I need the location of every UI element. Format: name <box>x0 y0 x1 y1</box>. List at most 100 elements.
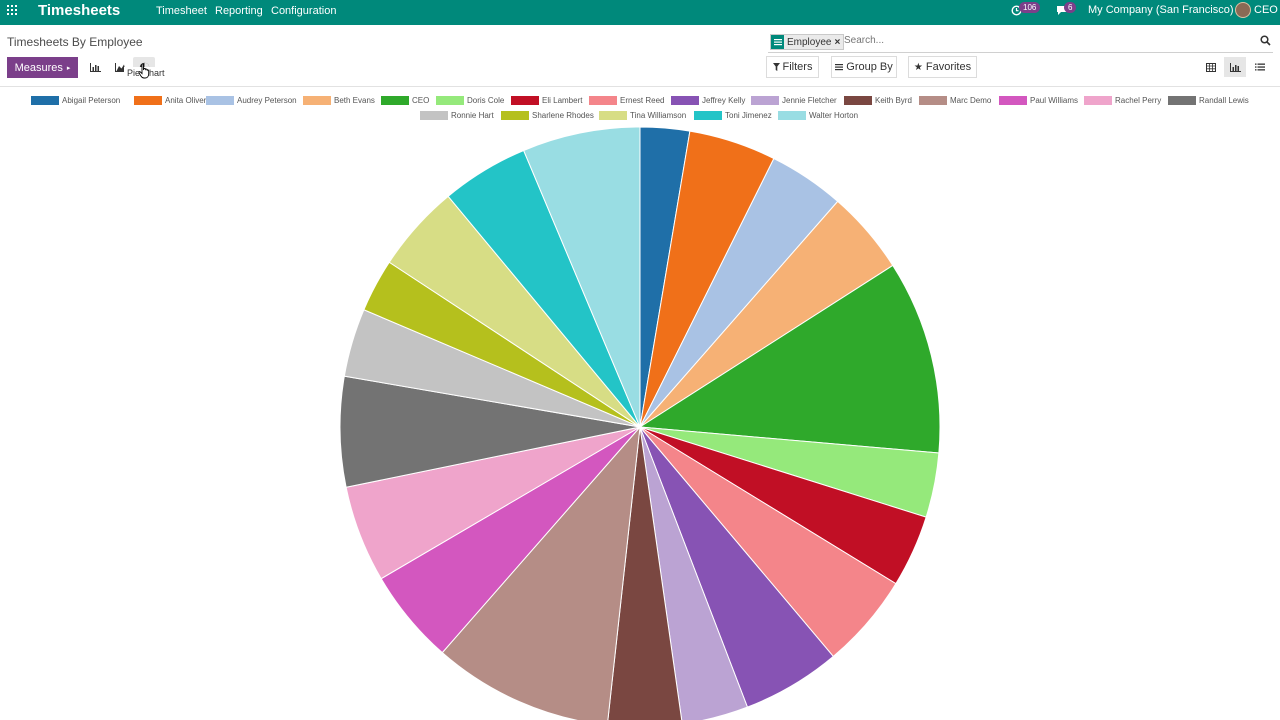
page-title: Timesheets By Employee <box>7 35 143 49</box>
legend-item-ceo[interactable]: CEO <box>381 96 429 105</box>
legend-label: Beth Evans <box>334 96 375 105</box>
menu-configuration[interactable]: Configuration <box>271 5 337 17</box>
filters-button[interactable]: Filters <box>766 56 819 78</box>
legend-item-walter-horton[interactable]: Walter Horton <box>778 111 858 120</box>
pie-slice-keith-byrd[interactable] <box>607 426 683 720</box>
legend-swatch <box>671 96 699 105</box>
groupby-button[interactable]: Group By <box>831 56 897 78</box>
legend-swatch <box>381 96 409 105</box>
legend-swatch <box>778 111 806 120</box>
legend-item-audrey-peterson[interactable]: Audrey Peterson <box>206 96 297 105</box>
legend-item-rachel-perry[interactable]: Rachel Perry <box>1084 96 1161 105</box>
graph-icon <box>1229 62 1241 72</box>
legend-item-abigail-peterson[interactable]: Abigail Peterson <box>31 96 120 105</box>
legend-swatch <box>501 111 529 120</box>
messages-badge: 6 <box>1064 2 1077 13</box>
legend-swatch <box>599 111 627 120</box>
legend-item-eli-lambert[interactable]: Eli Lambert <box>511 96 582 105</box>
legend-item-jeffrey-kelly[interactable]: Jeffrey Kelly <box>671 96 745 105</box>
legend-swatch <box>589 96 617 105</box>
area-chart-icon <box>114 63 126 72</box>
legend-item-jennie-fletcher[interactable]: Jennie Fletcher <box>751 96 837 105</box>
legend-swatch <box>694 111 722 120</box>
legend-item-beth-evans[interactable]: Beth Evans <box>303 96 375 105</box>
bar-chart-button[interactable] <box>84 57 106 78</box>
legend-swatch <box>134 96 162 105</box>
legend-label: Eli Lambert <box>542 96 583 105</box>
user-menu[interactable]: CEO <box>1254 4 1278 16</box>
legend-item-anita-oliver[interactable]: Anita Oliver <box>134 96 206 105</box>
legend-item-ernest-reed[interactable]: Ernest Reed <box>589 96 664 105</box>
legend-label: Paul Williams <box>1030 96 1079 105</box>
legend-item-doris-cole[interactable]: Doris Cole <box>436 96 504 105</box>
legend-label: Jennie Fletcher <box>782 96 837 105</box>
pie-slice-walter-horton[interactable] <box>522 126 641 428</box>
legend-label: Abigail Peterson <box>62 96 121 105</box>
top-navbar: Timesheets Timesheet Reporting Configura… <box>0 0 1280 25</box>
legend-label: Jeffrey Kelly <box>702 96 746 105</box>
legend-label: Ernest Reed <box>620 96 665 105</box>
legend-swatch <box>511 96 539 105</box>
favorites-button[interactable]: ★ Favorites <box>908 56 977 78</box>
pie-slice-ceo[interactable] <box>638 264 941 454</box>
legend-label: Rachel Perry <box>1115 96 1162 105</box>
legend-swatch <box>420 111 448 120</box>
measures-label: Measures <box>14 61 63 74</box>
pie-slice-marc-demo[interactable] <box>441 425 641 720</box>
legend-label: Randall Lewis <box>1199 96 1249 105</box>
legend-item-sharlene-rhodes[interactable]: Sharlene Rhodes <box>501 111 594 120</box>
filters-label: Filters <box>782 61 813 73</box>
bar-chart-icon <box>89 63 101 72</box>
facet-value: Employee <box>787 36 832 48</box>
legend-swatch <box>303 96 331 105</box>
legend-label: Keith Byrd <box>875 96 912 105</box>
legend-item-tina-williamson[interactable]: Tina Williamson <box>599 111 686 120</box>
line-chart-button[interactable] <box>109 57 131 78</box>
search-input[interactable] <box>844 35 1244 46</box>
menu-timesheet[interactable]: Timesheet <box>156 5 207 17</box>
legend-swatch <box>31 96 59 105</box>
facet-remove-icon[interactable]: × <box>834 36 841 48</box>
legend-item-paul-williams[interactable]: Paul Williams <box>999 96 1078 105</box>
star-icon: ★ <box>913 61 923 73</box>
search-facet: Employee × <box>770 34 845 50</box>
legend-item-ronnie-hart[interactable]: Ronnie Hart <box>420 111 494 120</box>
table-icon <box>1206 62 1216 72</box>
measures-button[interactable]: Measures ▸ <box>7 57 78 78</box>
legend-swatch <box>436 96 464 105</box>
user-avatar[interactable] <box>1235 2 1251 18</box>
company-switcher[interactable]: My Company (San Francisco) <box>1088 4 1234 16</box>
graph-view-button[interactable] <box>1224 57 1246 77</box>
legend-swatch <box>206 96 234 105</box>
legend-item-keith-byrd[interactable]: Keith Byrd <box>844 96 912 105</box>
legend-label: Anita Oliver <box>165 96 207 105</box>
legend-label: Tina Williamson <box>630 111 687 120</box>
legend-item-randall-lewis[interactable]: Randall Lewis <box>1168 96 1249 105</box>
legend-swatch <box>999 96 1027 105</box>
groupby-icon <box>835 64 844 71</box>
legend-label: Walter Horton <box>809 111 859 120</box>
app-title[interactable]: Timesheets <box>38 2 121 19</box>
apps-menu-icon[interactable] <box>7 5 17 15</box>
legend-label: Marc Demo <box>950 96 992 105</box>
caret-right-icon: ▸ <box>66 64 71 72</box>
search-icon[interactable] <box>1260 35 1271 46</box>
list-icon <box>1255 63 1265 71</box>
groupby-facet-icon <box>771 35 784 49</box>
legend-item-marc-demo[interactable]: Marc Demo <box>919 96 991 105</box>
list-view-button[interactable] <box>1249 57 1271 77</box>
control-panel: Timesheets By Employee Employee × Measur… <box>0 25 1280 87</box>
legend-label: Toni Jimenez <box>725 111 772 120</box>
legend-label: Doris Cole <box>467 96 505 105</box>
pie-slice-jennie-fletcher[interactable] <box>639 426 749 720</box>
menu-reporting[interactable]: Reporting <box>215 5 263 17</box>
legend-swatch <box>844 96 872 105</box>
hand-cursor-icon <box>138 63 150 79</box>
legend-item-toni-jimenez[interactable]: Toni Jimenez <box>694 111 772 120</box>
pivot-view-button[interactable] <box>1200 57 1222 77</box>
legend-swatch <box>919 96 947 105</box>
legend-label: Audrey Peterson <box>237 96 297 105</box>
legend-label: CEO <box>412 96 430 105</box>
filter-icon <box>772 63 780 71</box>
